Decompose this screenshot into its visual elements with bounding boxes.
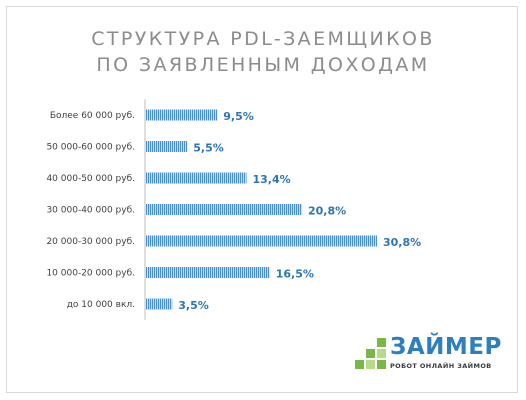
category-label: до 10 000 вкл. xyxy=(67,300,135,310)
data-label: 9,5% xyxy=(223,110,254,123)
data-label: 5,5% xyxy=(193,142,224,155)
brand-tagline: РОБОТ ОНЛАЙН ЗАЙМОВ xyxy=(390,362,492,370)
chart-title-line-1: СТРУКТУРА PDL-ЗАЕМЩИКОВ xyxy=(91,28,435,50)
bar xyxy=(146,109,218,121)
bar xyxy=(146,298,173,310)
category-label: Более 60 000 руб. xyxy=(50,111,135,121)
bar xyxy=(146,204,302,215)
category-label: 10 000-20 000 руб. xyxy=(46,269,135,279)
category-label: 30 000-40 000 руб. xyxy=(46,206,135,216)
bars-layer: Более 60 000 руб. 9,5% 50 000-60 000 руб. 5… xyxy=(46,109,421,312)
data-label: 30,8% xyxy=(383,236,421,249)
category-label: 20 000-30 000 руб. xyxy=(46,237,135,247)
category-label: 40 000-50 000 руб. xyxy=(46,174,135,184)
zaimer-logo-icon xyxy=(355,338,386,369)
bar xyxy=(146,172,247,184)
bar xyxy=(146,141,188,152)
bar xyxy=(146,267,270,278)
chart-title-line-2: ПО ЗАЯВЛЕННЫМ ДОХОДАМ xyxy=(96,54,430,76)
chart-title: СТРУКТУРА PDL-ЗАЕМЩИКОВ ПО ЗАЯВЛЕННЫМ ДО… xyxy=(0,26,526,78)
category-label: 50 000-60 000 руб. xyxy=(46,143,135,153)
bar xyxy=(146,235,377,247)
data-label: 16,5% xyxy=(276,268,314,281)
data-label: 20,8% xyxy=(308,205,346,218)
brand-name: ЗАЙМЕР xyxy=(390,334,502,360)
data-label: 3,5% xyxy=(178,299,209,312)
chart-frame xyxy=(6,6,518,393)
data-label: 13,4% xyxy=(253,173,291,186)
